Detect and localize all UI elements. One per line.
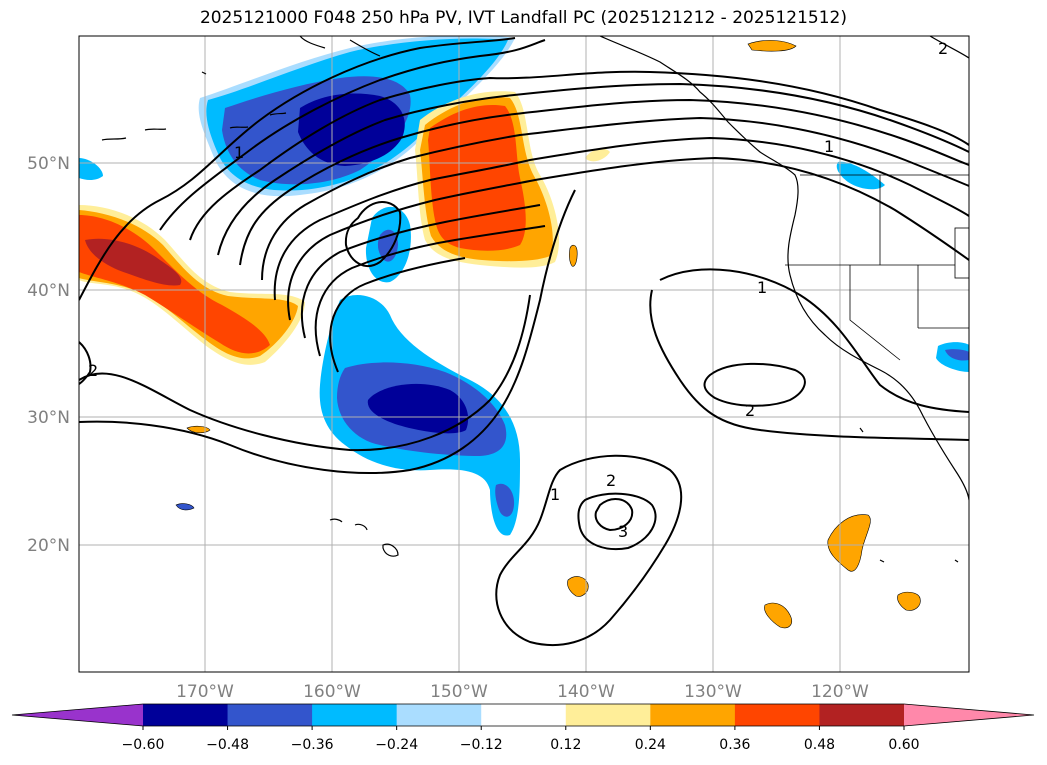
colorbar-extend-low xyxy=(12,704,143,726)
colorbar-segment xyxy=(396,704,482,726)
coastlines xyxy=(101,36,969,563)
positive-anomaly-patches xyxy=(186,40,921,629)
colorbar-segment xyxy=(819,704,905,726)
colorbar-extend-high xyxy=(904,704,1034,726)
contour-label: 3 xyxy=(618,522,628,541)
colorbar-tick-label: 0.12 xyxy=(550,737,581,753)
colorbar-segment xyxy=(734,704,820,726)
lat-label: 30°N xyxy=(27,408,70,428)
lon-label: 130°W xyxy=(684,682,742,702)
pv-contours xyxy=(79,37,969,646)
colorbar-tick-label: 0.24 xyxy=(635,737,666,753)
lat-label: 50°N xyxy=(27,154,70,174)
lon-label: 140°W xyxy=(557,682,615,702)
contour-label: 1 xyxy=(234,143,244,162)
lon-label: 160°W xyxy=(303,682,361,702)
colorbar-segment xyxy=(650,704,736,726)
contour-label: 1 xyxy=(757,278,767,297)
negative-anomaly-patches xyxy=(79,158,969,511)
contour-label: 2 xyxy=(745,401,755,420)
lat-label: 20°N xyxy=(27,536,70,556)
lon-label: 170°W xyxy=(176,682,234,702)
colorbar-tick-label: −0.48 xyxy=(206,737,249,753)
map-title: 2025121000 F048 250 hPa PV, IVT Landfall… xyxy=(199,8,847,28)
colorbar: −0.60 −0.48 −0.36 −0.24 −0.12 0.12 0.24 0.36 0.4… xyxy=(11,703,1035,753)
contour-label: 2 xyxy=(606,471,616,490)
colorbar-tick-label: −0.12 xyxy=(460,737,503,753)
positive-anomaly-west xyxy=(79,205,305,365)
colorbar-segment xyxy=(143,704,229,726)
lon-label: 150°W xyxy=(430,682,488,702)
colorbar-segment xyxy=(481,704,567,726)
contour-labels: 1 2 2 3 1 1 1 2 2 xyxy=(88,39,948,541)
colorbar-tick-label: 0.60 xyxy=(888,737,919,753)
colorbar-segment xyxy=(312,704,398,726)
contour-label: 2 xyxy=(88,361,98,380)
longitude-labels: 170°W 160°W 150°W 140°W 130°W 120°W xyxy=(176,682,869,702)
lat-label: 40°N xyxy=(27,281,70,301)
lon-label: 120°W xyxy=(811,682,869,702)
latitude-labels: 50°N 40°N 30°N 20°N xyxy=(27,154,70,556)
colorbar-tick-label: 0.48 xyxy=(804,737,835,753)
map-frame xyxy=(78,35,970,673)
colorbar-tick-label: −0.24 xyxy=(375,737,418,753)
colorbar-segment xyxy=(227,704,313,726)
colorbar-segment xyxy=(565,704,651,726)
contour-label: 1 xyxy=(824,137,834,156)
colorbar-tick-label: −0.60 xyxy=(122,737,165,753)
contour-label: 1 xyxy=(550,485,560,504)
colorbar-tick-label: −0.36 xyxy=(291,737,334,753)
colorbar-tick-label: 0.36 xyxy=(719,737,750,753)
contour-label: 2 xyxy=(938,39,948,58)
